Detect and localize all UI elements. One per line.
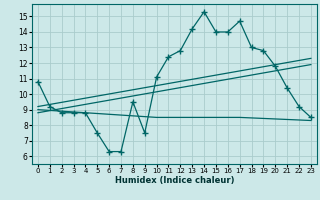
- X-axis label: Humidex (Indice chaleur): Humidex (Indice chaleur): [115, 176, 234, 185]
